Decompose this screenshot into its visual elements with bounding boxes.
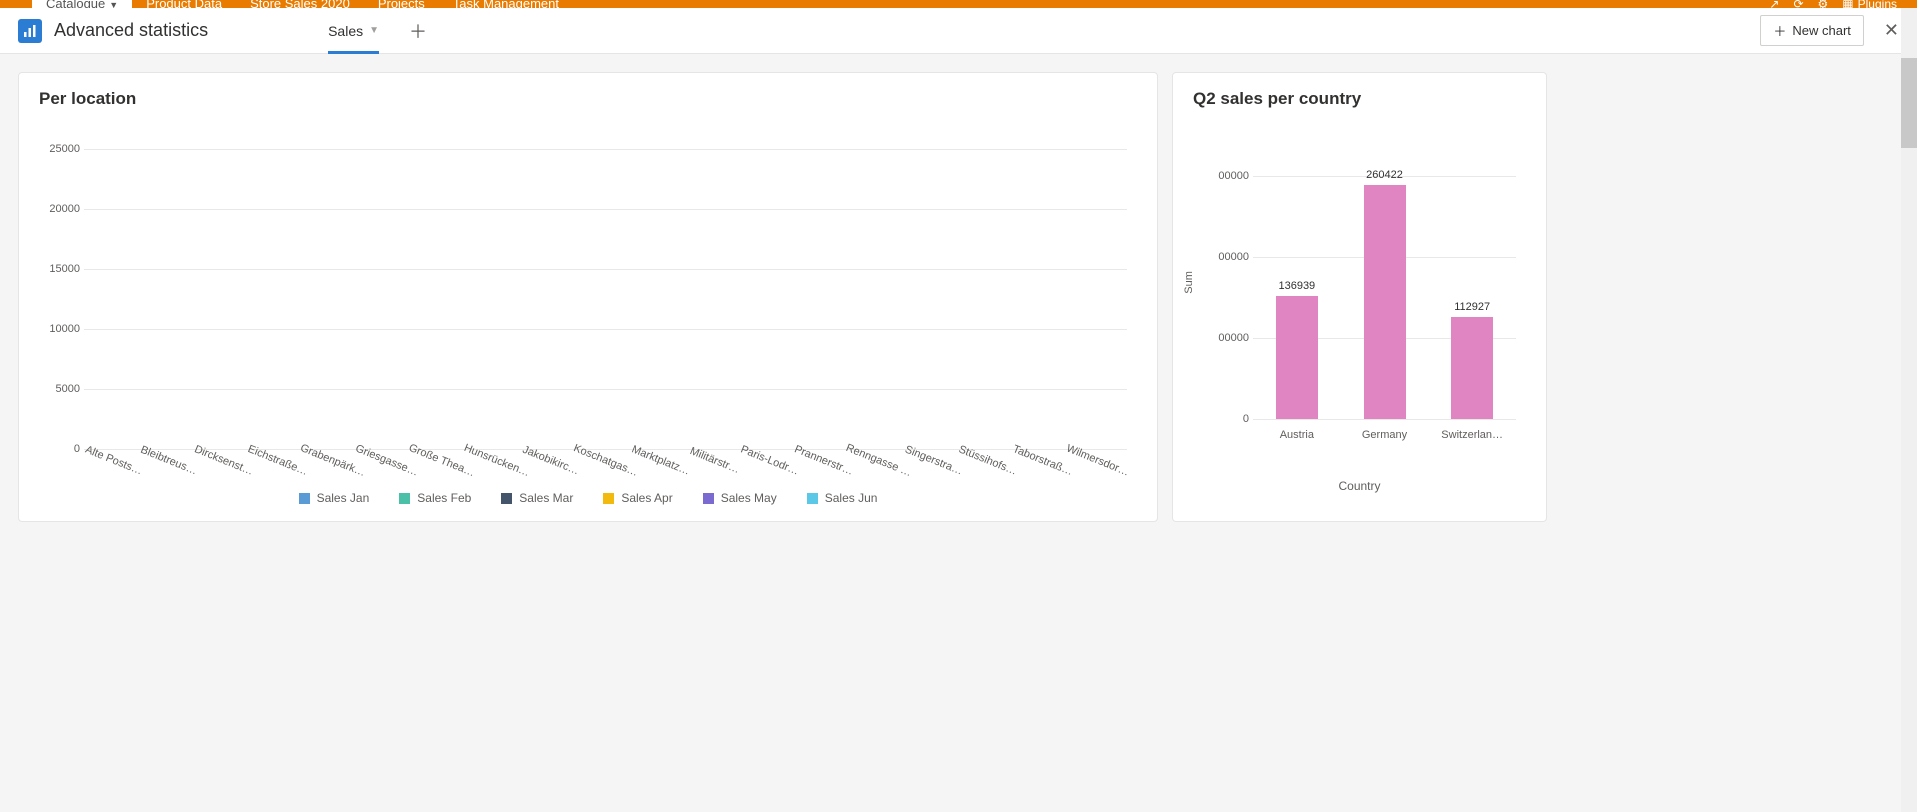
chart2-ytick: 00000 (1218, 332, 1249, 344)
chart2-category-label: Germany (1341, 423, 1429, 449)
share-icon[interactable]: ↗ (1769, 0, 1779, 11)
chart2-ytick: 00000 (1218, 170, 1249, 182)
scrollbar-thumb[interactable] (1901, 58, 1917, 148)
chart1-legend: Sales Jan Sales Feb Sales Mar Sales Apr Sale… (39, 491, 1137, 505)
chart1-ytick: 5000 (56, 383, 80, 395)
chart1-category-label: Renngasse … (844, 442, 913, 479)
chart1-category-label: Taborstraß… (1011, 443, 1074, 478)
vertical-scrollbar[interactable] (1901, 8, 1917, 812)
chart1-category-label: Paris-Lodr… (739, 443, 801, 477)
chart1-plot-area: 0500010000150002000025000 Alte Posts…Ble… (39, 149, 1137, 449)
chart2-bar-group: 112927 (1428, 149, 1516, 419)
chart2-bar-group: 136939 (1253, 149, 1341, 419)
page-header: Advanced statistics Sales ▼ ＋ ＋ New char… (0, 8, 1917, 54)
chart-card-q2-sales: Q2 sales per country Sum 000000000000000… (1172, 72, 1547, 522)
chart1-title: Per location (39, 89, 1137, 109)
chart2-bar[interactable] (1276, 296, 1318, 419)
chart2-ytick: 0 (1243, 413, 1249, 425)
topbar-right-icons: ↗ ⟳ ⚙ ▦ Plugins (1769, 0, 1917, 11)
chart2-bar[interactable] (1451, 317, 1493, 419)
top-tab[interactable]: Catalogue▼ (32, 0, 132, 8)
chart2-bar-value: 112927 (1454, 301, 1490, 313)
legend-swatch (299, 493, 310, 504)
chart1-ytick: 10000 (49, 323, 80, 335)
chart2-bar-value: 136939 (1278, 280, 1315, 292)
chart1-category-label: Stüssihofs… (957, 443, 1019, 477)
chart2-plot-area: Sum 0000000000000000 136939260422112927 … (1193, 149, 1526, 449)
legend-item[interactable]: Sales Apr (603, 491, 672, 505)
chart2-category-label: Switzerlan… (1428, 423, 1516, 449)
chart2-ytick: 00000 (1218, 251, 1249, 263)
legend-item[interactable]: Sales May (703, 491, 777, 505)
chart1-category-label: Alte Posts… (84, 444, 145, 478)
settings-icon[interactable]: ⚙ (1818, 0, 1829, 11)
chart1-category-label: Singerstra… (903, 444, 964, 478)
legend-swatch (703, 493, 714, 504)
chart1-category-label: Bleibtreus… (139, 444, 199, 478)
tab-sales[interactable]: Sales ▼ (328, 8, 379, 53)
legend-swatch (807, 493, 818, 504)
chart1-ytick: 15000 (49, 263, 80, 275)
chart1-ytick: 20000 (49, 203, 80, 215)
chart2-xlabel: Country (1193, 479, 1526, 493)
new-chart-button[interactable]: ＋ New chart (1760, 15, 1864, 46)
top-tabbar: Catalogue▼Product DataStore Sales 2020Pr… (0, 0, 1917, 8)
stats-icon (18, 19, 42, 43)
refresh-icon[interactable]: ⟳ (1793, 0, 1803, 11)
top-tab[interactable]: Store Sales 2020 (236, 0, 364, 8)
top-tab[interactable]: Product Data (132, 0, 236, 8)
legend-swatch (501, 493, 512, 504)
chart1-ytick: 25000 (49, 143, 80, 155)
legend-swatch (603, 493, 614, 504)
close-icon[interactable]: ✕ (1884, 20, 1899, 41)
header-tabs: Sales ▼ ＋ (328, 8, 427, 53)
chart2-ylabel: Sum (1183, 271, 1195, 294)
chart1-category-label: Koschatgas… (572, 442, 640, 479)
plus-icon: ＋ (1773, 21, 1786, 40)
legend-item[interactable]: Sales Feb (399, 491, 471, 505)
chart2-bar-group: 260422 (1341, 149, 1429, 419)
chart2-title: Q2 sales per country (1193, 89, 1526, 109)
top-tab[interactable]: Task Management (439, 0, 573, 8)
content-area: Per location 0 5000 10000 15000 20000 25000 A… (0, 54, 1917, 540)
page-title: Advanced statistics (54, 20, 208, 41)
legend-swatch (399, 493, 410, 504)
chart1-category-label: Wilmersdor… (1064, 443, 1130, 479)
plugins-button[interactable]: ▦ Plugins (1842, 0, 1897, 11)
add-tab-button[interactable]: ＋ (409, 18, 427, 44)
chart1-category-label: Dircksenst… (192, 443, 254, 477)
chart2-category-label: Austria (1253, 423, 1341, 449)
legend-item[interactable]: Sales Jan (299, 491, 370, 505)
chart-card-per-location: Per location 0 5000 10000 15000 20000 25000 A… (18, 72, 1158, 522)
chart2-bar[interactable] (1364, 185, 1406, 419)
chart1-category-label: Jakobikirc… (521, 444, 581, 478)
legend-item[interactable]: Sales Mar (501, 491, 573, 505)
chart1-category-label: Marktplatz… (629, 443, 691, 477)
chart1-ytick: 0 (74, 443, 80, 455)
top-tab[interactable]: Projects (364, 0, 439, 8)
chart2-bar-value: 260422 (1366, 169, 1403, 181)
chevron-down-icon: ▼ (369, 25, 379, 36)
legend-item[interactable]: Sales Jun (807, 491, 878, 505)
